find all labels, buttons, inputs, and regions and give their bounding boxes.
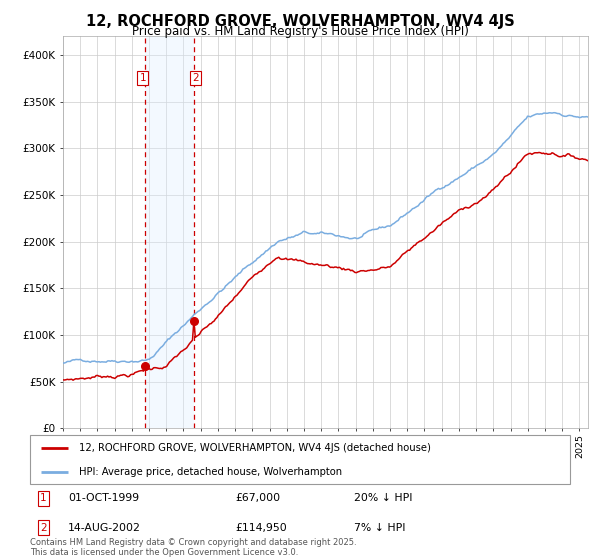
Text: 7% ↓ HPI: 7% ↓ HPI [354, 522, 406, 533]
Text: 12, ROCHFORD GROVE, WOLVERHAMPTON, WV4 4JS (detached house): 12, ROCHFORD GROVE, WOLVERHAMPTON, WV4 4… [79, 443, 430, 453]
Text: £67,000: £67,000 [235, 493, 280, 503]
Text: 1: 1 [139, 73, 146, 83]
Text: 20% ↓ HPI: 20% ↓ HPI [354, 493, 413, 503]
Text: Price paid vs. HM Land Registry's House Price Index (HPI): Price paid vs. HM Land Registry's House … [131, 25, 469, 38]
Text: 12, ROCHFORD GROVE, WOLVERHAMPTON, WV4 4JS: 12, ROCHFORD GROVE, WOLVERHAMPTON, WV4 4… [86, 14, 514, 29]
Bar [145, 36, 194, 428]
Text: 01-OCT-1999: 01-OCT-1999 [68, 493, 139, 503]
Text: HPI: Average price, detached house, Wolverhampton: HPI: Average price, detached house, Wolv… [79, 466, 342, 477]
Text: 1: 1 [40, 493, 47, 503]
Text: Contains HM Land Registry data © Crown copyright and database right 2025.
This d: Contains HM Land Registry data © Crown c… [30, 538, 356, 557]
Text: 14-AUG-2002: 14-AUG-2002 [68, 522, 140, 533]
Text: 2: 2 [192, 73, 199, 83]
Text: 2: 2 [40, 522, 47, 533]
FancyBboxPatch shape [30, 435, 570, 484]
Text: £114,950: £114,950 [235, 522, 287, 533]
